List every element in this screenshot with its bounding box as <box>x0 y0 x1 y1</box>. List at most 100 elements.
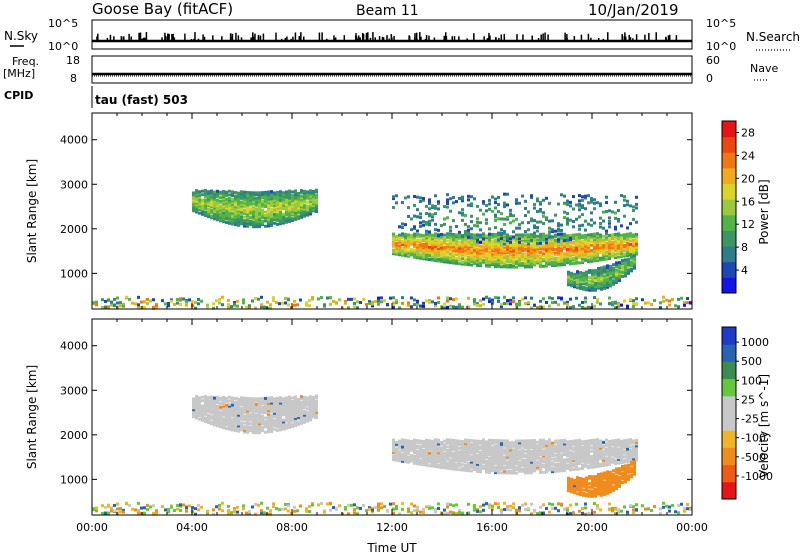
velocity-cell <box>458 446 461 450</box>
power-cell <box>431 240 434 244</box>
power-cell <box>113 297 116 301</box>
velocity-cell <box>536 453 539 457</box>
velocity-cell <box>246 420 249 424</box>
velocity-cell <box>476 453 479 457</box>
power-cell <box>219 192 222 196</box>
power-cell <box>560 243 563 247</box>
power-cell <box>485 257 488 261</box>
power-cell <box>512 247 515 251</box>
power-cell <box>614 301 617 305</box>
velocity-cell <box>506 442 509 446</box>
velocity-cell <box>539 449 542 453</box>
power-cell <box>276 219 279 223</box>
velocity-cell <box>614 458 617 462</box>
power-cell <box>449 248 452 252</box>
velocity-cell <box>491 463 494 467</box>
velocity-cell <box>252 409 255 413</box>
power-cell <box>494 240 497 244</box>
velocity-cell <box>491 440 494 444</box>
power-cell <box>288 194 291 198</box>
velocity-cell <box>545 440 548 444</box>
velocity-cell <box>300 396 303 400</box>
velocity-cell <box>288 413 291 417</box>
velocity-cell <box>608 455 611 459</box>
velocity-cell <box>500 462 503 466</box>
velocity-cell <box>467 440 470 444</box>
power-cell <box>264 196 267 200</box>
velocity-cell <box>273 413 276 417</box>
velocity-cell <box>593 458 596 462</box>
power-cell <box>425 211 428 215</box>
velocity-cell <box>629 438 632 442</box>
power-cell <box>425 241 428 245</box>
power-cell <box>431 237 434 241</box>
power-cell <box>434 205 437 209</box>
power-cell <box>231 192 234 196</box>
power-cell <box>219 217 222 221</box>
velocity-cell <box>228 422 231 426</box>
power-cell <box>413 214 416 218</box>
velocity-cell <box>410 455 413 459</box>
power-cell <box>258 223 261 227</box>
power-cell <box>476 256 479 260</box>
velocity-cell <box>434 447 437 451</box>
power-cell <box>264 210 267 214</box>
power-cell <box>500 237 503 241</box>
velocity-cell <box>590 463 593 467</box>
power-cell <box>588 276 591 280</box>
power-cell <box>527 251 530 255</box>
power-cell <box>470 254 473 258</box>
velocity-cell <box>231 403 234 407</box>
power-cell <box>258 205 261 209</box>
power-cell <box>591 279 594 283</box>
velocity-cell <box>234 411 237 415</box>
power-cell <box>587 238 590 242</box>
power-cell <box>267 210 270 214</box>
power-cell <box>291 199 294 203</box>
power-cell <box>428 200 431 204</box>
power-cell <box>267 217 270 221</box>
velocity-cell <box>632 448 635 452</box>
power-cell <box>575 243 578 247</box>
velocity-cell <box>572 441 575 445</box>
power-cell <box>398 240 401 244</box>
power-cell <box>611 236 614 240</box>
velocity-cell <box>255 420 258 424</box>
power-cell <box>578 245 581 249</box>
power-cell <box>515 238 518 242</box>
velocity-cell <box>210 404 213 408</box>
power-cell <box>237 214 240 218</box>
power-cell <box>485 221 488 225</box>
power-cell <box>291 213 294 217</box>
power-cell <box>588 269 591 273</box>
power-cell <box>593 234 596 238</box>
power-cell <box>485 255 488 259</box>
power-cell <box>609 275 612 279</box>
velocity-cell <box>237 422 240 426</box>
velocity-cell <box>524 446 527 450</box>
velocity-cell <box>276 405 279 409</box>
velocity-cell <box>252 425 255 429</box>
power-cell <box>503 222 506 226</box>
velocity-cell <box>258 427 261 431</box>
power-cell <box>632 244 635 248</box>
velocity-cell <box>557 448 560 452</box>
power-cell <box>282 194 285 198</box>
velocity-cell <box>488 449 491 453</box>
power-cell <box>395 298 398 302</box>
power-cell <box>509 263 512 267</box>
power-cell <box>350 297 353 301</box>
velocity-cell <box>614 451 617 455</box>
velocity-cell <box>419 439 422 443</box>
velocity-cell <box>392 449 395 453</box>
velocity-cell <box>195 412 198 416</box>
power-cell <box>437 257 440 261</box>
velocity-cell <box>575 449 578 453</box>
velocity-cell <box>440 462 443 466</box>
velocity-cell <box>192 399 195 403</box>
power-cell <box>476 238 479 242</box>
velocity-cell <box>458 455 461 459</box>
power-cell <box>582 278 585 282</box>
power-cell <box>626 241 629 245</box>
power-cell <box>506 215 509 219</box>
